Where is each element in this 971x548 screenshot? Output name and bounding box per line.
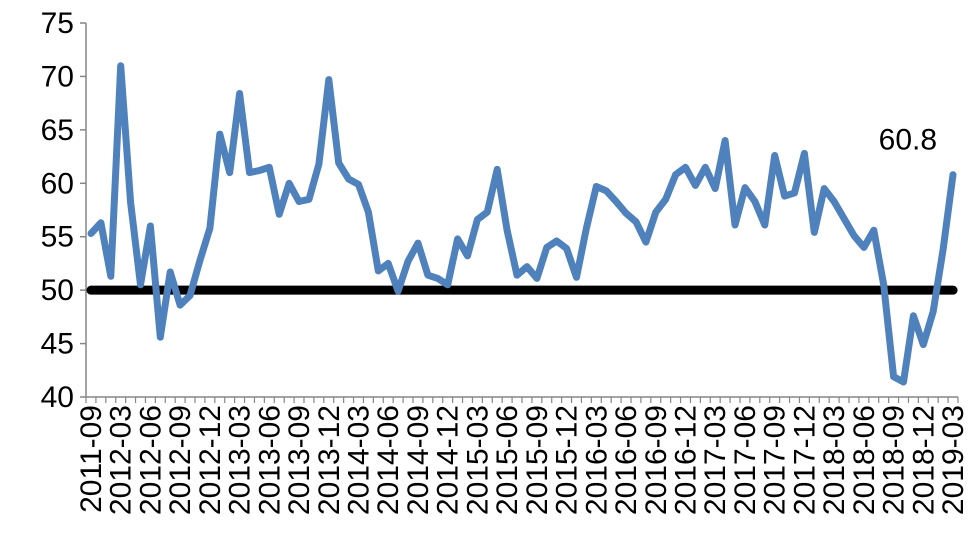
x-tick-label: 2016-03 [580, 405, 613, 515]
x-tick-label: 2014-09 [402, 405, 435, 515]
x-tick-label: 2012-03 [105, 405, 138, 515]
x-tick-label: 2013-03 [224, 405, 257, 515]
x-tick-label: 2019-03 [937, 405, 970, 515]
y-tick-label: 50 [41, 274, 74, 307]
x-tick-label: 2017-03 [699, 405, 732, 515]
x-tick-label: 2011-09 [75, 405, 108, 513]
x-tick-label: 2015-12 [551, 405, 584, 515]
last-value-label: 60.8 [879, 124, 937, 157]
x-tick-label: 2012-09 [164, 405, 197, 515]
x-tick-label: 2017-12 [788, 405, 821, 515]
y-tick-label: 65 [41, 114, 74, 147]
y-tick-label: 40 [41, 381, 74, 414]
x-tick-label: 2015-03 [461, 405, 494, 515]
x-tick-label: 2018-09 [878, 405, 911, 515]
x-tick-label: 2016-06 [610, 405, 643, 515]
x-tick-label: 2018-12 [907, 405, 940, 515]
x-tick-label: 2015-06 [491, 405, 524, 515]
x-tick-label: 2014-12 [432, 405, 465, 515]
x-tick-label: 2017-09 [759, 405, 792, 515]
x-tick-label: 2016-09 [640, 405, 673, 515]
series-layer [87, 62, 957, 386]
x-tick-label: 2012-06 [134, 405, 167, 515]
x-tick-label: 2018-06 [848, 405, 881, 515]
x-tick-label: 2018-03 [818, 405, 851, 515]
series-line [87, 62, 957, 386]
x-tick-label: 2013-09 [283, 405, 316, 515]
x-tick-label: 2014-03 [343, 405, 376, 515]
y-tick-label: 75 [41, 7, 74, 40]
x-tick-label: 2017-06 [729, 405, 762, 515]
y-tick-label: 70 [41, 60, 74, 93]
annotation-layer: 60.8 [879, 124, 937, 157]
x-tick-label: 2013-12 [313, 405, 346, 515]
y-tick-label: 60 [41, 167, 74, 200]
x-tick-label: 2013-06 [253, 405, 286, 515]
x-tick-label: 2015-09 [521, 405, 554, 515]
x-tick-label: 2016-12 [670, 405, 703, 515]
y-tick-label: 45 [41, 328, 74, 361]
y-tick-label: 55 [41, 221, 74, 254]
x-tick-label: 2014-06 [372, 405, 405, 515]
y-axis: 40 45 50 55 60 65 70 75 [41, 7, 87, 414]
x-axis: 2011-092012-032012-062012-092012-122013-… [75, 396, 970, 515]
x-tick-label: 2012-12 [194, 405, 227, 515]
